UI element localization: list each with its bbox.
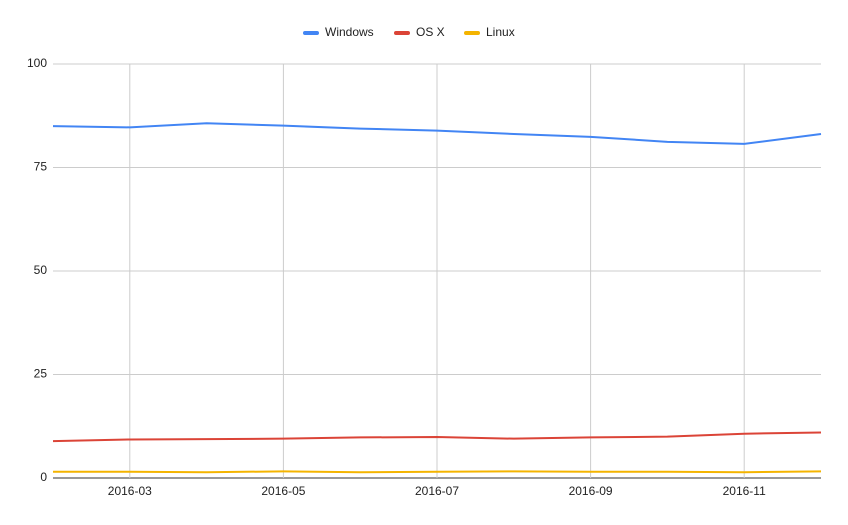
legend-label: Linux bbox=[486, 25, 515, 39]
y-tick-label: 25 bbox=[34, 367, 48, 381]
series-line bbox=[52, 122, 822, 145]
series-line bbox=[52, 431, 822, 443]
y-tick-label: 75 bbox=[34, 160, 48, 174]
y-tick-label: 50 bbox=[34, 263, 48, 277]
y-tick-label: 100 bbox=[27, 56, 47, 70]
y-tick-label: 0 bbox=[40, 470, 47, 484]
legend-label: OS X bbox=[416, 25, 445, 39]
x-tick-label: 2016-07 bbox=[415, 484, 459, 498]
x-tick-label: 2016-05 bbox=[261, 484, 305, 498]
x-tick-label: 2016-09 bbox=[569, 484, 613, 498]
series-line bbox=[53, 470, 822, 474]
legend-label: Windows bbox=[325, 25, 374, 39]
x-tick-label: 2016-11 bbox=[723, 484, 766, 498]
x-tick-label: 2016-03 bbox=[108, 484, 152, 498]
